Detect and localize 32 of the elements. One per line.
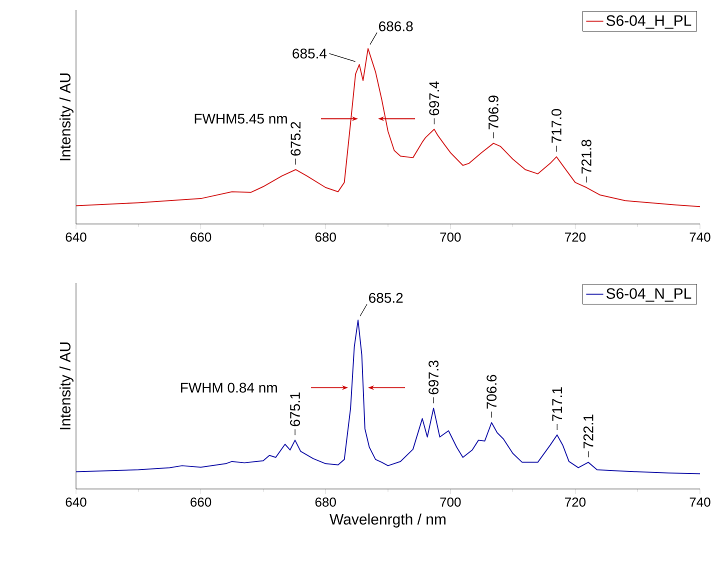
x-tick-label: 680 [315,498,336,507]
y-axis-title: Intensity / AU [59,74,74,160]
x-tick-label: 720 [565,232,586,242]
annotation: 697.3 [428,360,439,394]
x-tick-label: 700 [440,232,461,242]
annotation: 706.6 [486,374,497,409]
x-tick-label: 720 [565,498,586,507]
annotation: 675.1 [290,392,300,426]
annotation: FWHM 0.84 nm [180,382,277,393]
annotation: 721.8 [581,140,592,174]
x-tick-label: 640 [66,498,86,507]
x-tick-label: 660 [190,232,212,242]
x-tick-label: 680 [315,232,336,242]
annotation: 685.2 [369,292,403,303]
x-tick-label: 700 [440,498,461,507]
x-tick-label: 740 [690,498,710,507]
annotation: 717.0 [552,109,562,143]
annotation: 717.1 [552,387,562,421]
annotation: 697.4 [429,81,440,116]
annotation: 706.9 [488,96,498,130]
annotation: FWHM5.45 nm [194,114,287,124]
annotation: 685.4 [292,48,327,59]
legend-label: S6-04_H_PL [606,15,692,29]
legend-label: S6-04_N_PL [606,288,692,302]
annotation: 675.2 [290,122,301,156]
annotation: 722.1 [583,414,594,448]
x-tick-label: 640 [66,232,86,242]
x-tick-label: 740 [690,232,710,242]
x-tick-label: 660 [190,498,212,507]
x-axis-title: Wavelenrgth / nm [330,514,446,528]
y-axis-title: Intensity / AU [59,342,74,430]
annotation: 686.8 [379,21,413,32]
